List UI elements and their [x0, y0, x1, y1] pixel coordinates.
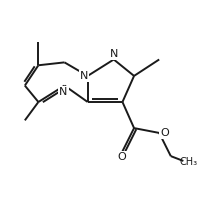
Text: O: O: [117, 152, 126, 162]
Text: N: N: [59, 87, 68, 97]
Text: N: N: [80, 71, 88, 81]
Text: N: N: [110, 49, 118, 59]
Text: CH₃: CH₃: [180, 157, 198, 167]
Text: O: O: [161, 128, 169, 138]
